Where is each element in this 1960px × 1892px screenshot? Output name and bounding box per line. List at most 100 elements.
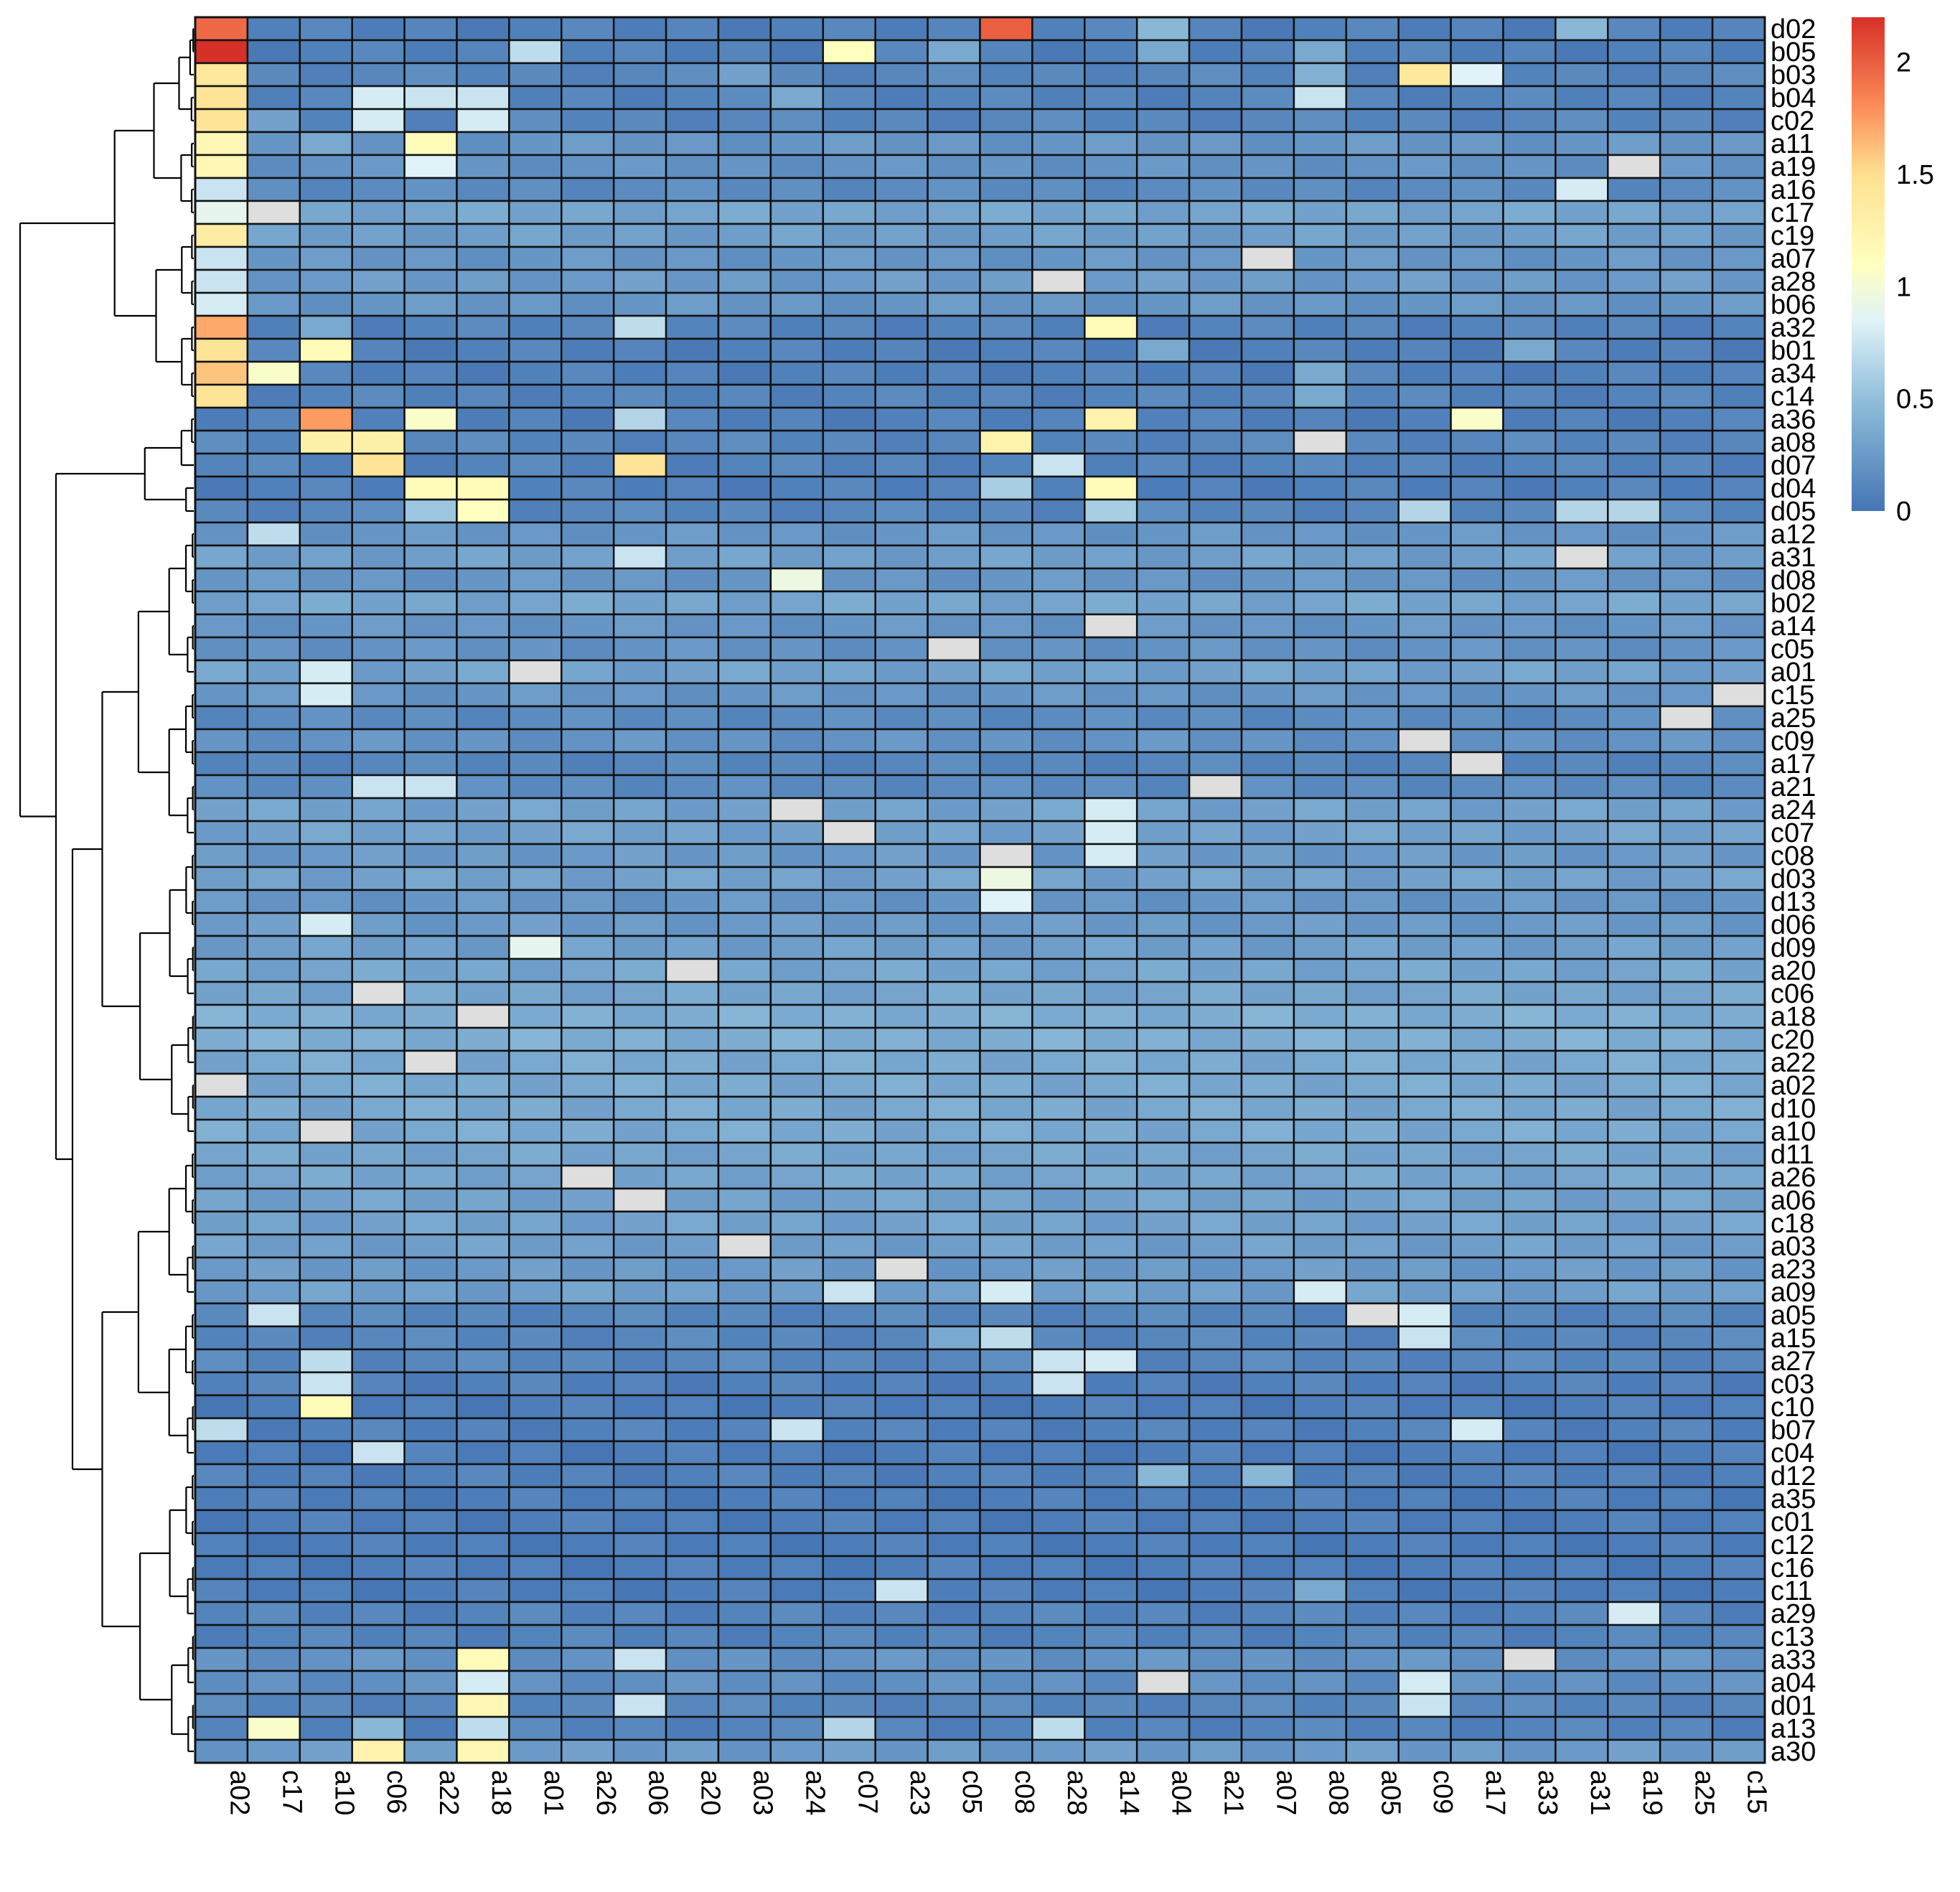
heatmap-cell-a15-c06	[351, 1325, 405, 1351]
heatmap-cell-d04-a17	[1450, 475, 1504, 501]
heatmap-cell-b05-c07	[822, 39, 876, 65]
heatmap-cell-a16-c08	[979, 177, 1033, 202]
heatmap-cell-a01-a14	[1084, 659, 1138, 685]
heatmap-cell-a23-c09	[1397, 1256, 1452, 1282]
heatmap-cell-b07-a07	[1240, 1417, 1295, 1443]
heatmap-cell-a29-a10	[299, 1601, 353, 1626]
heatmap-cell-b03-a05	[1345, 62, 1399, 88]
heatmap-cell-d06-a05	[1345, 912, 1399, 937]
heatmap-cell-a08-c09	[1397, 429, 1452, 455]
heatmap-cell-a30-a10	[299, 1738, 353, 1764]
heatmap-cell-d12-c07	[822, 1463, 876, 1489]
heatmap-cell-c19-a28	[1031, 223, 1086, 248]
heatmap-cell-c01-a24	[769, 1509, 825, 1535]
heatmap-cell-d11-a18	[456, 1141, 510, 1167]
heatmap-cell-c05-a21	[1188, 636, 1243, 662]
heatmap-cell-c07-a17	[1450, 820, 1504, 846]
heatmap-cell-a03-a26	[561, 1233, 615, 1259]
heatmap-cell-a36-a28	[1031, 406, 1086, 432]
heatmap-cell-a10-a10	[299, 1118, 353, 1144]
heatmap-cell-b04-a01	[508, 85, 563, 111]
heatmap-cell-d11-a08	[1293, 1141, 1348, 1167]
heatmap-cell-a10-c17	[246, 1118, 301, 1144]
heatmap-cell-a33-a07	[1240, 1647, 1295, 1672]
heatmap-cell-c14-a10	[299, 383, 353, 409]
heatmap-cell-a21-a31	[1555, 774, 1609, 800]
heatmap-cell-b06-c09	[1397, 291, 1452, 317]
heatmap-cell-c07-a25	[1659, 820, 1714, 846]
column-label-a23: a23	[904, 1770, 934, 1815]
heatmap-cell-d10-c09	[1397, 1095, 1452, 1121]
column-label-a19: a19	[1637, 1770, 1667, 1815]
heatmap-cell-a32-a25	[1659, 314, 1714, 340]
heatmap-cell-a07-a14	[1084, 245, 1138, 271]
heatmap-cell-c01-a06	[612, 1509, 667, 1535]
heatmap-cell-a11-a18	[456, 131, 510, 156]
heatmap-cell-b01-a14	[1084, 337, 1138, 363]
heatmap-cell-a26-a08	[1293, 1164, 1348, 1190]
heatmap-cell-b04-a18	[456, 85, 510, 111]
heatmap-cell-a31-a08	[1293, 544, 1348, 570]
heatmap-cell-c09-c09	[1397, 728, 1452, 754]
heatmap-cell-a19-a24	[769, 154, 825, 179]
heatmap-cell-b04-a26	[561, 85, 615, 111]
heatmap-cell-a22-a05	[1345, 1049, 1399, 1075]
row-label-a31: a31	[1771, 543, 1816, 573]
heatmap-cell-d05-a06	[612, 498, 667, 524]
heatmap-cell-d12-a02	[194, 1463, 249, 1489]
heatmap-cell-a34-a22	[403, 360, 458, 386]
heatmap-cell-a09-a17	[1450, 1279, 1504, 1305]
heatmap-cell-a31-a23	[874, 544, 929, 570]
heatmap-cell-a07-a03	[717, 245, 772, 271]
heatmap-cell-c08-a23	[874, 843, 929, 868]
heatmap-cell-a17-a23	[874, 751, 929, 777]
heatmap-cell-d09-c15	[1711, 935, 1766, 960]
heatmap-cell-a12-a04	[1135, 521, 1191, 547]
heatmap-cell-a28-a06	[612, 268, 667, 294]
heatmap-cell-d07-c07	[822, 452, 876, 478]
heatmap-cell-d05-c17	[246, 498, 301, 524]
heatmap-cell-c17-c17	[246, 200, 301, 225]
heatmap-cell-a07-c15	[1711, 245, 1766, 271]
heatmap-cell-c14-a05	[1345, 383, 1399, 409]
heatmap-cell-b05-c08	[979, 39, 1033, 65]
heatmap-cell-a08-a25	[1659, 429, 1714, 455]
heatmap-cell-c05-a22	[403, 636, 458, 662]
heatmap-cell-a10-a24	[769, 1118, 825, 1144]
heatmap-cell-c03-a28	[1031, 1371, 1086, 1397]
heatmap-cell-d12-a28	[1031, 1463, 1086, 1489]
heatmap-cell-a25-a04	[1135, 705, 1191, 731]
heatmap-cell-d13-c08	[979, 889, 1033, 914]
heatmap-cell-b02-a26	[561, 590, 615, 616]
heatmap-cell-a18-a18	[456, 1003, 510, 1029]
heatmap-cell-d13-c07	[822, 889, 876, 914]
heatmap-cell-b07-a08	[1293, 1417, 1348, 1443]
heatmap-cell-a23-a17	[1450, 1256, 1504, 1282]
heatmap-cell-a29-c09	[1397, 1601, 1452, 1626]
heatmap-cell-b04-a05	[1345, 85, 1399, 111]
heatmap-cell-c02-a05	[1345, 108, 1399, 134]
heatmap-cell-a11-a19	[1607, 131, 1661, 156]
heatmap-cell-a26-a19	[1607, 1164, 1661, 1190]
heatmap-cell-b06-a25	[1659, 291, 1714, 317]
heatmap-cell-b04-c07	[822, 85, 876, 111]
heatmap-cell-c02-a28	[1031, 108, 1086, 134]
heatmap-cell-c10-a18	[456, 1394, 510, 1420]
heatmap-cell-a28-a02	[194, 268, 249, 294]
heatmap-cell-c13-a19	[1607, 1624, 1661, 1649]
heatmap-cell-a05-a05	[1345, 1302, 1399, 1328]
heatmap-cell-d09-c07	[822, 935, 876, 960]
heatmap-cell-c03-a05	[1345, 1371, 1399, 1397]
heatmap-cell-c04-c09	[1397, 1440, 1452, 1466]
heatmap-cell-a36-a23	[874, 406, 929, 432]
heatmap-cell-a20-a04	[1135, 957, 1191, 983]
heatmap-cell-a20-a10	[299, 957, 353, 983]
heatmap-cell-a24-a02	[194, 797, 249, 823]
heatmap-cell-a21-c15	[1711, 774, 1766, 800]
heatmap-cell-b04-a19	[1607, 85, 1661, 111]
heatmap-cell-d11-a31	[1555, 1141, 1609, 1167]
heatmap-cell-c03-a18	[456, 1371, 510, 1397]
heatmap-cell-a31-a03	[717, 544, 772, 570]
heatmap-cell-d08-a10	[299, 567, 353, 593]
heatmap-cell-d07-a18	[456, 452, 510, 478]
